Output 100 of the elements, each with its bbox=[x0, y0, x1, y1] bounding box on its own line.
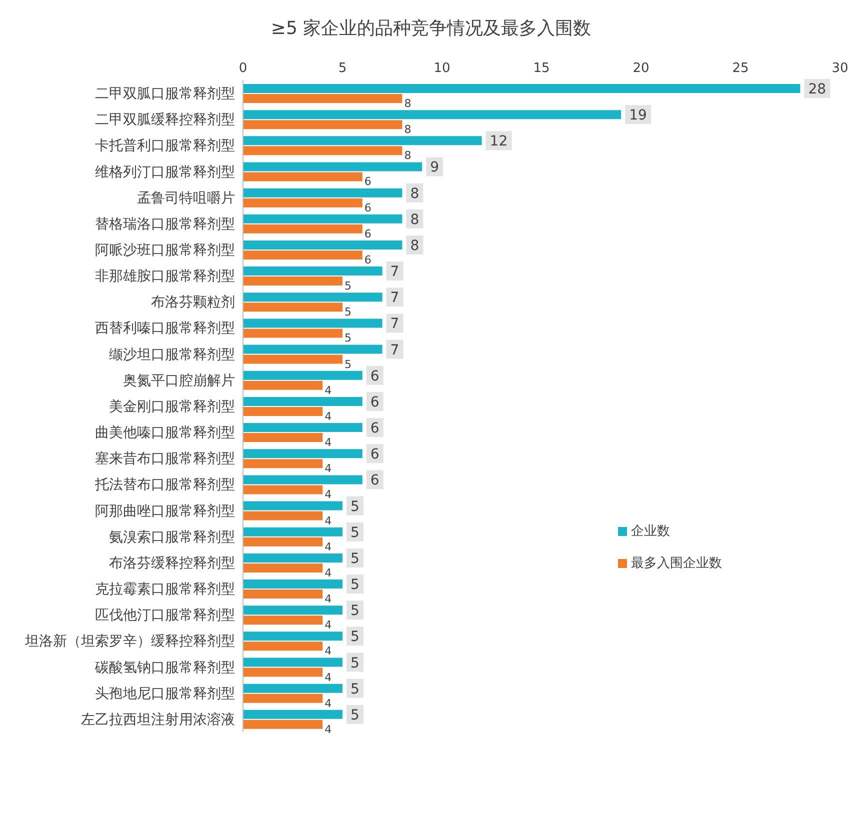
data-label: 4 bbox=[324, 696, 332, 710]
bar bbox=[243, 120, 402, 130]
bar bbox=[243, 328, 342, 338]
bar bbox=[243, 302, 342, 312]
y-tick-label: 二甲双胍口服常释剂型 bbox=[95, 86, 235, 102]
y-tick-label: 克拉霉素口服常释剂型 bbox=[95, 582, 235, 598]
bar bbox=[243, 110, 622, 120]
legend-label: 最多入围企业数 bbox=[631, 556, 722, 571]
x-tick-label: 25 bbox=[732, 61, 749, 76]
y-tick-label: 左乙拉西坦注射用浓溶液 bbox=[81, 712, 235, 728]
bar bbox=[243, 380, 323, 390]
bar bbox=[243, 198, 362, 208]
bar bbox=[243, 668, 323, 677]
data-label: 5 bbox=[344, 332, 352, 345]
data-label: 5 bbox=[344, 280, 352, 293]
data-label: 4 bbox=[324, 410, 332, 423]
bar bbox=[243, 224, 362, 234]
bar bbox=[243, 606, 342, 615]
data-label: 5 bbox=[350, 550, 360, 567]
bar bbox=[243, 370, 362, 380]
data-label: 4 bbox=[324, 592, 332, 606]
bar bbox=[243, 553, 342, 562]
data-label: 6 bbox=[370, 420, 380, 437]
data-label: 6 bbox=[364, 175, 372, 188]
bar bbox=[243, 146, 402, 156]
bar bbox=[243, 710, 342, 719]
bar bbox=[243, 250, 362, 260]
bar bbox=[243, 684, 342, 693]
data-label: 5 bbox=[350, 707, 360, 724]
y-tick-label: 布洛芬缓释控释剂型 bbox=[109, 555, 235, 572]
data-label: 4 bbox=[324, 540, 332, 554]
bar bbox=[243, 172, 362, 182]
y-tick-label: 替格瑞洛口服常释剂型 bbox=[95, 216, 235, 232]
data-label: 6 bbox=[364, 201, 372, 214]
y-tick-label: 坦洛新（坦索罗辛）缓释控释剂型 bbox=[24, 634, 235, 650]
y-tick-label: 维格列汀口服常释剂型 bbox=[95, 164, 235, 180]
bar bbox=[243, 94, 402, 103]
x-tick-label: 10 bbox=[434, 61, 450, 76]
x-tick-label: 5 bbox=[338, 61, 347, 76]
data-label: 5 bbox=[344, 358, 352, 371]
y-tick-label: 西替利嗪口服常释剂型 bbox=[95, 320, 235, 337]
data-label: 5 bbox=[350, 681, 360, 698]
data-label: 5 bbox=[350, 498, 360, 515]
data-label: 9 bbox=[430, 160, 440, 176]
x-tick-label: 0 bbox=[238, 61, 248, 76]
data-label: 28 bbox=[808, 82, 826, 98]
data-label: 4 bbox=[324, 566, 332, 580]
y-tick-label: 非那雄胺口服常释剂型 bbox=[95, 268, 235, 285]
bar bbox=[243, 162, 422, 172]
bar bbox=[243, 214, 402, 224]
data-label: 6 bbox=[370, 394, 380, 410]
data-label: 6 bbox=[370, 472, 380, 489]
data-label: 4 bbox=[324, 644, 332, 658]
data-label: 7 bbox=[390, 342, 400, 358]
bar bbox=[243, 590, 323, 599]
x-tick-label: 15 bbox=[533, 61, 550, 76]
bar bbox=[243, 537, 323, 546]
data-label: 4 bbox=[324, 722, 332, 736]
y-tick-label: 二甲双胍缓释控释剂型 bbox=[95, 112, 235, 128]
data-label: 7 bbox=[390, 316, 400, 332]
bar bbox=[243, 527, 342, 536]
data-label: 6 bbox=[364, 227, 372, 240]
y-tick-label: 匹伐他汀口服常释剂型 bbox=[95, 608, 235, 624]
y-tick-label: 曲美他嗪口服常释剂型 bbox=[95, 425, 235, 442]
bar bbox=[243, 694, 323, 703]
data-label: 8 bbox=[410, 238, 420, 254]
bar bbox=[243, 449, 362, 458]
data-label: 19 bbox=[629, 108, 647, 124]
data-label: 8 bbox=[404, 123, 412, 136]
y-tick-label: 美金刚口服常释剂型 bbox=[109, 398, 235, 415]
bar bbox=[243, 616, 323, 625]
data-label: 8 bbox=[410, 186, 420, 202]
bar bbox=[243, 433, 323, 442]
bar bbox=[243, 658, 342, 667]
data-label: 4 bbox=[324, 384, 332, 397]
y-tick-label: 奥氮平口腔崩解片 bbox=[123, 372, 235, 389]
data-label: 7 bbox=[390, 290, 400, 306]
y-tick-label: 碳酸氢钠口服常释剂型 bbox=[94, 660, 235, 676]
bar bbox=[243, 136, 482, 146]
y-tick-label: 孟鲁司特咀嚼片 bbox=[137, 190, 235, 206]
data-label: 4 bbox=[324, 670, 332, 684]
x-tick-label: 20 bbox=[632, 61, 650, 76]
y-tick-label: 布洛芬颗粒剂 bbox=[151, 294, 235, 311]
bar bbox=[243, 344, 382, 354]
data-label: 5 bbox=[350, 655, 360, 672]
data-label: 6 bbox=[364, 253, 372, 266]
data-label: 4 bbox=[324, 462, 332, 476]
bar bbox=[243, 84, 800, 93]
legend-label: 企业数 bbox=[631, 524, 670, 539]
bar bbox=[243, 188, 402, 198]
data-label: 5 bbox=[350, 603, 360, 620]
data-label: 6 bbox=[370, 368, 380, 384]
bar bbox=[243, 266, 382, 276]
bar bbox=[243, 318, 382, 328]
y-tick-label: 塞来昔布口服常释剂型 bbox=[95, 451, 235, 468]
data-label: 7 bbox=[390, 264, 400, 280]
bar bbox=[243, 501, 342, 510]
bar bbox=[243, 475, 362, 484]
bar bbox=[243, 580, 342, 589]
bar bbox=[243, 423, 362, 432]
